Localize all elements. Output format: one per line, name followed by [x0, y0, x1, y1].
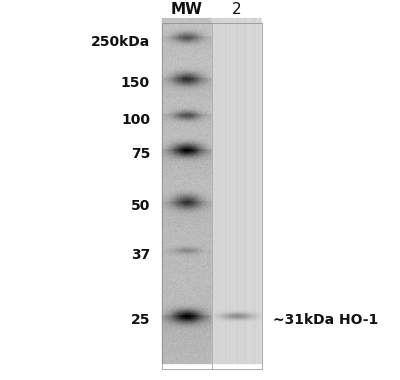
Text: 2: 2	[232, 2, 241, 17]
Bar	[162, 22, 262, 369]
Text: 100: 100	[121, 112, 150, 127]
Text: 37: 37	[131, 247, 150, 261]
Text: 75: 75	[131, 147, 150, 161]
Text: 150: 150	[121, 76, 150, 90]
Text: 50: 50	[131, 199, 150, 213]
Text: 25: 25	[130, 314, 150, 327]
Text: ~31kDa HO-1: ~31kDa HO-1	[273, 314, 378, 327]
Text: MW: MW	[170, 2, 202, 17]
Text: 250kDa: 250kDa	[91, 35, 150, 49]
